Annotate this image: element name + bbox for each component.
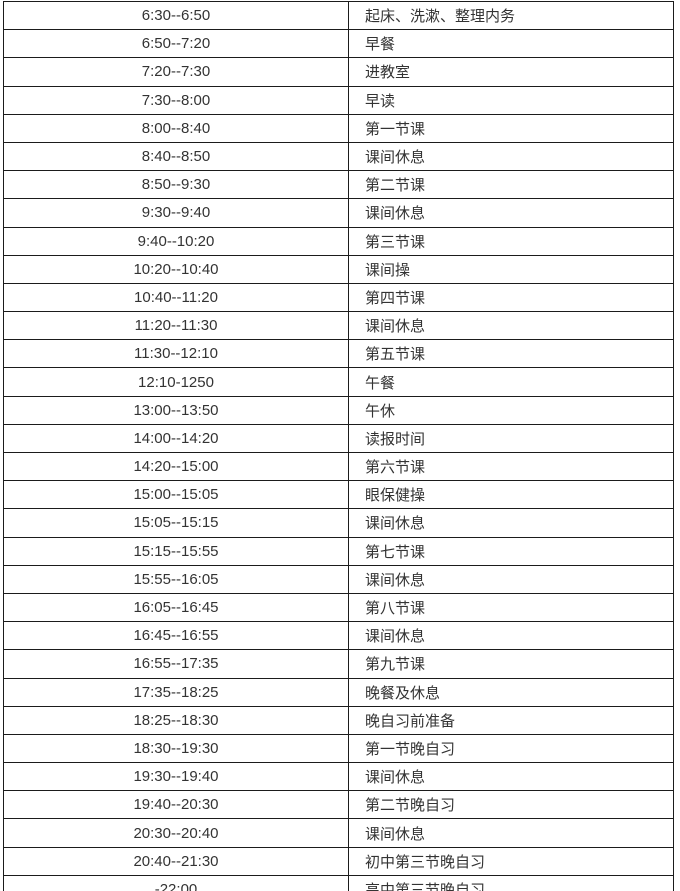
table-row: 18:30--19:30 第一节晚自习	[3, 733, 674, 764]
time-cell: 9:40--10:20	[3, 226, 349, 256]
table-row: 8:00--8:40 第一节课	[3, 113, 674, 143]
table-row: 15:00--15:05 眼保健操	[3, 480, 674, 510]
time-cell: 14:20--15:00	[3, 451, 349, 482]
activity-cell: 高中第三节晚自习	[348, 874, 674, 891]
time-cell: 11:20--11:30	[3, 311, 349, 341]
activity-cell: 课间休息	[348, 311, 674, 341]
activity-cell: 课间休息	[348, 818, 674, 848]
time-cell: 7:20--7:30	[3, 57, 349, 87]
time-cell: 16:45--16:55	[3, 621, 349, 651]
time-cell: 10:20--10:40	[3, 254, 349, 284]
activity-cell: 第六节课	[348, 451, 674, 482]
time-cell: 14:00--14:20	[3, 423, 349, 454]
activity-cell: 起床、洗漱、整理内务	[348, 0, 674, 31]
table-row: 11:20--11:30 课间休息	[3, 311, 674, 341]
activity-cell: 晚餐及休息	[348, 677, 674, 707]
time-cell: 7:30--8:00	[3, 85, 349, 115]
time-cell: 20:30--20:40	[3, 818, 349, 848]
table-row: 10:20--10:40 课间操	[3, 254, 674, 284]
table-row: 15:55--16:05 课间休息	[3, 564, 674, 594]
time-cell: 8:00--8:40	[3, 113, 349, 143]
table-row: 11:30--12:10 第五节课	[3, 339, 674, 369]
activity-cell: 第二节晚自习	[348, 790, 674, 820]
table-row: 16:05--16:45 第八节课	[3, 592, 674, 623]
schedule-table: 6:30--6:50 起床、洗漱、整理内务 6:50--7:20 早餐 7:20…	[3, 0, 674, 891]
activity-cell: 第九节课	[348, 649, 674, 679]
table-row: 19:30--19:40 课间休息	[3, 762, 674, 792]
time-cell: 17:35--18:25	[3, 677, 349, 707]
time-cell: -22:00	[3, 874, 349, 891]
table-row: 7:20--7:30 进教室	[3, 57, 674, 87]
table-row: 13:00--13:50 午休	[3, 395, 674, 425]
activity-cell: 课间休息	[348, 508, 674, 538]
time-cell: 20:40--21:30	[3, 846, 349, 876]
time-cell: 15:55--16:05	[3, 564, 349, 594]
time-cell: 8:50--9:30	[3, 170, 349, 200]
time-cell: 6:50--7:20	[3, 29, 349, 59]
time-cell: 8:40--8:50	[3, 141, 349, 172]
table-row: 16:45--16:55 课间休息	[3, 621, 674, 651]
activity-cell: 进教室	[348, 57, 674, 87]
table-row: 16:55--17:35 第九节课	[3, 649, 674, 679]
table-row: 15:15--15:55 第七节课	[3, 536, 674, 566]
activity-cell: 第一节课	[348, 113, 674, 143]
table-row: 9:30--9:40 课间休息	[3, 198, 674, 228]
table-row: 12:10-1250 午餐	[3, 367, 674, 397]
activity-cell: 课间操	[348, 254, 674, 284]
table-row: 9:40--10:20 第三节课	[3, 226, 674, 256]
time-cell: 19:40--20:30	[3, 790, 349, 820]
activity-cell: 课间休息	[348, 621, 674, 651]
time-cell: 6:30--6:50	[3, 0, 349, 31]
schedule-table-body: 6:30--6:50 起床、洗漱、整理内务 6:50--7:20 早餐 7:20…	[3, 0, 674, 891]
activity-cell: 课间休息	[348, 198, 674, 228]
time-cell: 10:40--11:20	[3, 282, 349, 313]
activity-cell: 第四节课	[348, 282, 674, 313]
table-row: 18:25--18:30 晚自习前准备	[3, 705, 674, 735]
time-cell: 18:30--19:30	[3, 733, 349, 764]
time-cell: 16:05--16:45	[3, 592, 349, 623]
activity-cell: 午休	[348, 395, 674, 425]
activity-cell: 第一节晚自习	[348, 733, 674, 764]
activity-cell: 课间休息	[348, 762, 674, 792]
time-cell: 15:05--15:15	[3, 508, 349, 538]
activity-cell: 午餐	[348, 367, 674, 397]
activity-cell: 晚自习前准备	[348, 705, 674, 735]
time-cell: 18:25--18:30	[3, 705, 349, 735]
activity-cell: 第五节课	[348, 339, 674, 369]
activity-cell: 课间休息	[348, 141, 674, 172]
table-row: 6:30--6:50 起床、洗漱、整理内务	[3, 0, 674, 31]
table-row: 20:30--20:40 课间休息	[3, 818, 674, 848]
activity-cell: 读报时间	[348, 423, 674, 454]
time-cell: 15:00--15:05	[3, 480, 349, 510]
table-row: 10:40--11:20 第四节课	[3, 282, 674, 313]
activity-cell: 初中第三节晚自习	[348, 846, 674, 876]
time-cell: 15:15--15:55	[3, 536, 349, 566]
activity-cell: 早餐	[348, 29, 674, 59]
activity-cell: 第三节课	[348, 226, 674, 256]
table-row: 17:35--18:25 晚餐及休息	[3, 677, 674, 707]
time-cell: 9:30--9:40	[3, 198, 349, 228]
activity-cell: 眼保健操	[348, 480, 674, 510]
time-cell: 19:30--19:40	[3, 762, 349, 792]
table-row: 14:20--15:00 第六节课	[3, 451, 674, 482]
time-cell: 16:55--17:35	[3, 649, 349, 679]
activity-cell: 第二节课	[348, 170, 674, 200]
activity-cell: 第七节课	[348, 536, 674, 566]
activity-cell: 第八节课	[348, 592, 674, 623]
table-row: 19:40--20:30 第二节晚自习	[3, 790, 674, 820]
table-row: 14:00--14:20 读报时间	[3, 423, 674, 454]
table-row: 8:40--8:50 课间休息	[3, 141, 674, 172]
activity-cell: 课间休息	[348, 564, 674, 594]
table-row: 7:30--8:00 早读	[3, 85, 674, 115]
time-cell: 13:00--13:50	[3, 395, 349, 425]
activity-cell: 早读	[348, 85, 674, 115]
time-cell: 11:30--12:10	[3, 339, 349, 369]
table-row: 6:50--7:20 早餐	[3, 29, 674, 59]
table-row: 8:50--9:30 第二节课	[3, 170, 674, 200]
table-row: 15:05--15:15 课间休息	[3, 508, 674, 538]
time-cell: 12:10-1250	[3, 367, 349, 397]
table-row: 20:40--21:30 初中第三节晚自习	[3, 846, 674, 876]
table-row: -22:00 高中第三节晚自习	[3, 874, 674, 891]
